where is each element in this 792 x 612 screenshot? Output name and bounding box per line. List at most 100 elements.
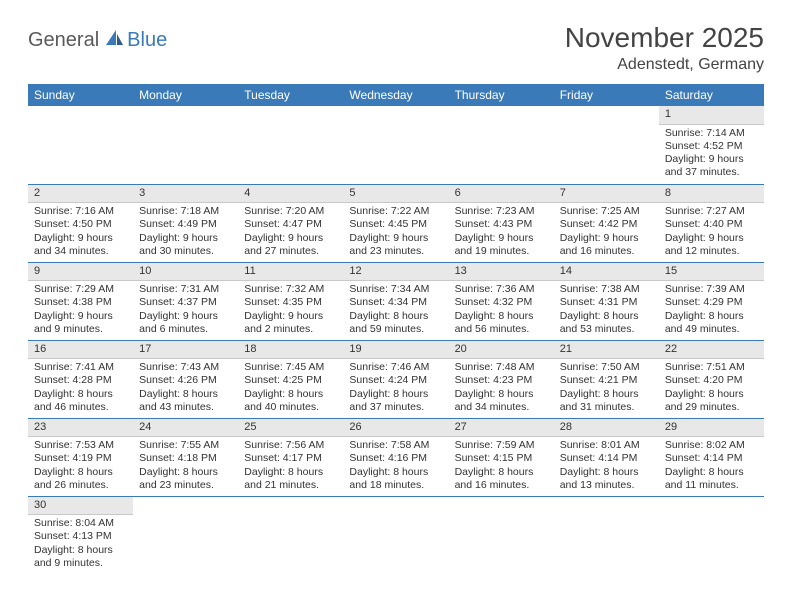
day-details: Sunrise: 7:46 AMSunset: 4:24 PMDaylight:… (343, 359, 448, 417)
daylight-text: Daylight: 8 hours and 29 minutes. (665, 388, 758, 414)
sunrise-text: Sunrise: 7:36 AM (455, 283, 548, 296)
calendar-cell (554, 496, 659, 574)
calendar-cell (449, 496, 554, 574)
title-block: November 2025 Adenstedt, Germany (565, 22, 764, 74)
calendar-cell: 27Sunrise: 7:59 AMSunset: 4:15 PMDayligh… (449, 418, 554, 496)
calendar-cell (28, 106, 133, 184)
calendar-cell: 24Sunrise: 7:55 AMSunset: 4:18 PMDayligh… (133, 418, 238, 496)
sunrise-text: Sunrise: 7:41 AM (34, 361, 127, 374)
calendar-cell: 12Sunrise: 7:34 AMSunset: 4:34 PMDayligh… (343, 262, 448, 340)
day-details: Sunrise: 7:29 AMSunset: 4:38 PMDaylight:… (28, 281, 133, 339)
day-header: Monday (133, 84, 238, 106)
calendar-cell: 29Sunrise: 8:02 AMSunset: 4:14 PMDayligh… (659, 418, 764, 496)
day-header: Tuesday (238, 84, 343, 106)
day-details: Sunrise: 7:31 AMSunset: 4:37 PMDaylight:… (133, 281, 238, 339)
sunset-text: Sunset: 4:52 PM (665, 140, 758, 153)
daylight-text: Daylight: 9 hours and 19 minutes. (455, 232, 548, 258)
day-number: 7 (554, 185, 659, 204)
calendar-cell: 18Sunrise: 7:45 AMSunset: 4:25 PMDayligh… (238, 340, 343, 418)
sunset-text: Sunset: 4:38 PM (34, 296, 127, 309)
sunrise-text: Sunrise: 7:43 AM (139, 361, 232, 374)
calendar-cell: 25Sunrise: 7:56 AMSunset: 4:17 PMDayligh… (238, 418, 343, 496)
sunrise-text: Sunrise: 7:59 AM (455, 439, 548, 452)
calendar-cell (554, 106, 659, 184)
calendar-cell: 28Sunrise: 8:01 AMSunset: 4:14 PMDayligh… (554, 418, 659, 496)
day-number: 11 (238, 263, 343, 282)
day-number: 25 (238, 419, 343, 438)
sunset-text: Sunset: 4:43 PM (455, 218, 548, 231)
calendar-cell (133, 496, 238, 574)
calendar-cell (238, 496, 343, 574)
daylight-text: Daylight: 8 hours and 23 minutes. (139, 466, 232, 492)
calendar-cell: 19Sunrise: 7:46 AMSunset: 4:24 PMDayligh… (343, 340, 448, 418)
calendar-cell (449, 106, 554, 184)
day-number: 15 (659, 263, 764, 282)
sunrise-text: Sunrise: 7:18 AM (139, 205, 232, 218)
sunrise-text: Sunrise: 7:38 AM (560, 283, 653, 296)
sunrise-text: Sunrise: 7:32 AM (244, 283, 337, 296)
day-number: 13 (449, 263, 554, 282)
day-number: 3 (133, 185, 238, 204)
day-number: 23 (28, 419, 133, 438)
daylight-text: Daylight: 8 hours and 21 minutes. (244, 466, 337, 492)
sunset-text: Sunset: 4:50 PM (34, 218, 127, 231)
day-number: 22 (659, 341, 764, 360)
calendar-cell: 2Sunrise: 7:16 AMSunset: 4:50 PMDaylight… (28, 184, 133, 262)
sunrise-text: Sunrise: 7:46 AM (349, 361, 442, 374)
sunset-text: Sunset: 4:21 PM (560, 374, 653, 387)
day-number: 8 (659, 185, 764, 204)
day-details: Sunrise: 8:02 AMSunset: 4:14 PMDaylight:… (659, 437, 764, 495)
calendar-cell: 23Sunrise: 7:53 AMSunset: 4:19 PMDayligh… (28, 418, 133, 496)
logo-text-blue: Blue (127, 29, 167, 52)
calendar-cell: 4Sunrise: 7:20 AMSunset: 4:47 PMDaylight… (238, 184, 343, 262)
day-details: Sunrise: 7:14 AMSunset: 4:52 PMDaylight:… (659, 125, 764, 183)
day-number: 29 (659, 419, 764, 438)
calendar-cell: 21Sunrise: 7:50 AMSunset: 4:21 PMDayligh… (554, 340, 659, 418)
day-number: 10 (133, 263, 238, 282)
daylight-text: Daylight: 8 hours and 13 minutes. (560, 466, 653, 492)
calendar-cell: 7Sunrise: 7:25 AMSunset: 4:42 PMDaylight… (554, 184, 659, 262)
daylight-text: Daylight: 9 hours and 12 minutes. (665, 232, 758, 258)
calendar-table: SundayMondayTuesdayWednesdayThursdayFrid… (28, 84, 764, 574)
logo-text-general: General (28, 29, 99, 52)
daylight-text: Daylight: 8 hours and 31 minutes. (560, 388, 653, 414)
daylight-text: Daylight: 8 hours and 9 minutes. (34, 544, 127, 570)
calendar-cell: 30Sunrise: 8:04 AMSunset: 4:13 PMDayligh… (28, 496, 133, 574)
sunset-text: Sunset: 4:14 PM (665, 452, 758, 465)
sunset-text: Sunset: 4:35 PM (244, 296, 337, 309)
sunrise-text: Sunrise: 7:27 AM (665, 205, 758, 218)
daylight-text: Daylight: 8 hours and 59 minutes. (349, 310, 442, 336)
day-details: Sunrise: 8:01 AMSunset: 4:14 PMDaylight:… (554, 437, 659, 495)
day-header-row: SundayMondayTuesdayWednesdayThursdayFrid… (28, 84, 764, 106)
sunset-text: Sunset: 4:14 PM (560, 452, 653, 465)
sunrise-text: Sunrise: 7:29 AM (34, 283, 127, 296)
day-details: Sunrise: 7:38 AMSunset: 4:31 PMDaylight:… (554, 281, 659, 339)
sunset-text: Sunset: 4:29 PM (665, 296, 758, 309)
day-number: 24 (133, 419, 238, 438)
day-details: Sunrise: 7:34 AMSunset: 4:34 PMDaylight:… (343, 281, 448, 339)
sunset-text: Sunset: 4:28 PM (34, 374, 127, 387)
day-details: Sunrise: 7:20 AMSunset: 4:47 PMDaylight:… (238, 203, 343, 261)
calendar-cell: 11Sunrise: 7:32 AMSunset: 4:35 PMDayligh… (238, 262, 343, 340)
calendar-cell: 15Sunrise: 7:39 AMSunset: 4:29 PMDayligh… (659, 262, 764, 340)
day-number: 5 (343, 185, 448, 204)
day-number: 9 (28, 263, 133, 282)
day-number: 14 (554, 263, 659, 282)
sunrise-text: Sunrise: 7:55 AM (139, 439, 232, 452)
calendar-cell: 9Sunrise: 7:29 AMSunset: 4:38 PMDaylight… (28, 262, 133, 340)
sunset-text: Sunset: 4:42 PM (560, 218, 653, 231)
sunrise-text: Sunrise: 7:45 AM (244, 361, 337, 374)
day-details: Sunrise: 7:23 AMSunset: 4:43 PMDaylight:… (449, 203, 554, 261)
sunrise-text: Sunrise: 7:50 AM (560, 361, 653, 374)
daylight-text: Daylight: 9 hours and 9 minutes. (34, 310, 127, 336)
page-header: General Blue November 2025 Adenstedt, Ge… (28, 22, 764, 74)
day-header: Sunday (28, 84, 133, 106)
sunset-text: Sunset: 4:47 PM (244, 218, 337, 231)
day-details: Sunrise: 7:59 AMSunset: 4:15 PMDaylight:… (449, 437, 554, 495)
calendar-body: 1Sunrise: 7:14 AMSunset: 4:52 PMDaylight… (28, 106, 764, 574)
sunset-text: Sunset: 4:49 PM (139, 218, 232, 231)
sunset-text: Sunset: 4:24 PM (349, 374, 442, 387)
day-details: Sunrise: 7:48 AMSunset: 4:23 PMDaylight:… (449, 359, 554, 417)
sail-icon (103, 28, 125, 53)
sunset-text: Sunset: 4:32 PM (455, 296, 548, 309)
